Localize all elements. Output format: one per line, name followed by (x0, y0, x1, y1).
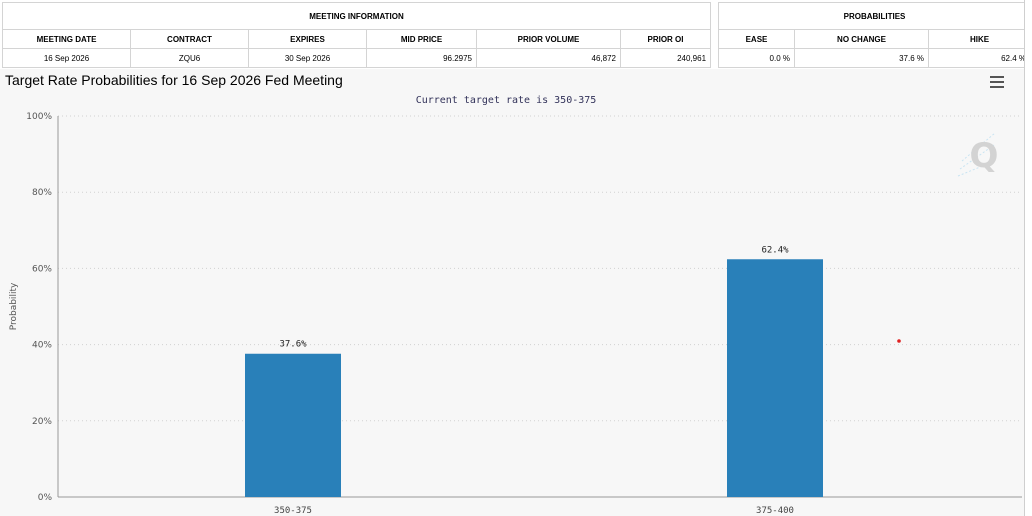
col-no-change: NO CHANGE (794, 29, 929, 49)
col-ease: EASE (718, 29, 795, 49)
col-hike: HIKE (928, 29, 1031, 49)
value-hike: 62.4 % (928, 48, 1031, 68)
y-axis-label: Probability (9, 282, 19, 330)
data-label: 37.6% (279, 340, 307, 350)
window-right-edge (1024, 0, 1032, 516)
meeting-information-heading: MEETING INFORMATION (1, 2, 712, 30)
value-contract: ZQU6 (130, 48, 249, 68)
watermark-stroke (959, 144, 995, 170)
value-expires: 30 Sep 2026 (248, 48, 367, 68)
y-tick-label: 0% (38, 493, 53, 503)
hamburger-menu-icon[interactable] (990, 76, 1004, 88)
col-contract: CONTRACT (130, 29, 249, 49)
y-tick-label: 100% (26, 112, 52, 122)
bar (727, 259, 823, 497)
q-logo-watermark: Q (957, 132, 999, 177)
col-mid-price: MID PRICE (366, 29, 477, 49)
x-tick-label: 350-375 (274, 506, 312, 516)
col-meeting-date: MEETING DATE (2, 29, 131, 49)
value-ease: 0.0 % (718, 48, 795, 68)
value-prior-oi: 240,961 (619, 48, 712, 68)
value-mid-price: 96.2975 (366, 48, 477, 68)
chart-subtitle: Current target rate is 350-375 (416, 95, 597, 106)
col-prior-volume: PRIOR VOLUME (476, 29, 621, 49)
y-tick-label: 80% (32, 188, 52, 198)
value-meeting-date: 16 Sep 2026 (2, 48, 131, 68)
probabilities-heading: PROBABILITIES (718, 2, 1031, 30)
col-prior-oi: PRIOR OI (619, 29, 712, 49)
meeting-information-table: MEETING INFORMATION MEETING DATE CONTRAC… (1, 2, 712, 68)
col-expires: EXPIRES (248, 29, 367, 49)
x-tick-label: 375-400 (756, 506, 794, 516)
red-marker-dot (897, 339, 901, 343)
watermark-stroke (961, 132, 996, 162)
chart-container: Current target rate is 350-375 Q 0% 20% 40% 6… (0, 69, 1032, 516)
y-tick-label: 40% (32, 341, 52, 351)
bar (245, 353, 341, 497)
watermark-stroke (957, 164, 986, 177)
probabilities-table: PROBABILITIES EASE NO CHANGE HIKE 0.0 % … (718, 2, 1031, 68)
data-label: 62.4% (761, 245, 789, 255)
chart-background (0, 69, 1032, 516)
watermark-letter: Q (970, 136, 999, 176)
y-tick-label: 60% (32, 264, 52, 274)
probability-bar-chart: Current target rate is 350-375 Q 0% 20% 40% 6… (0, 69, 1032, 516)
value-no-change: 37.6 % (794, 48, 929, 68)
chart-title: Target Rate Probabilities for 16 Sep 202… (5, 72, 343, 88)
y-tick-label: 20% (32, 417, 52, 427)
value-prior-volume: 46,872 (476, 48, 621, 68)
